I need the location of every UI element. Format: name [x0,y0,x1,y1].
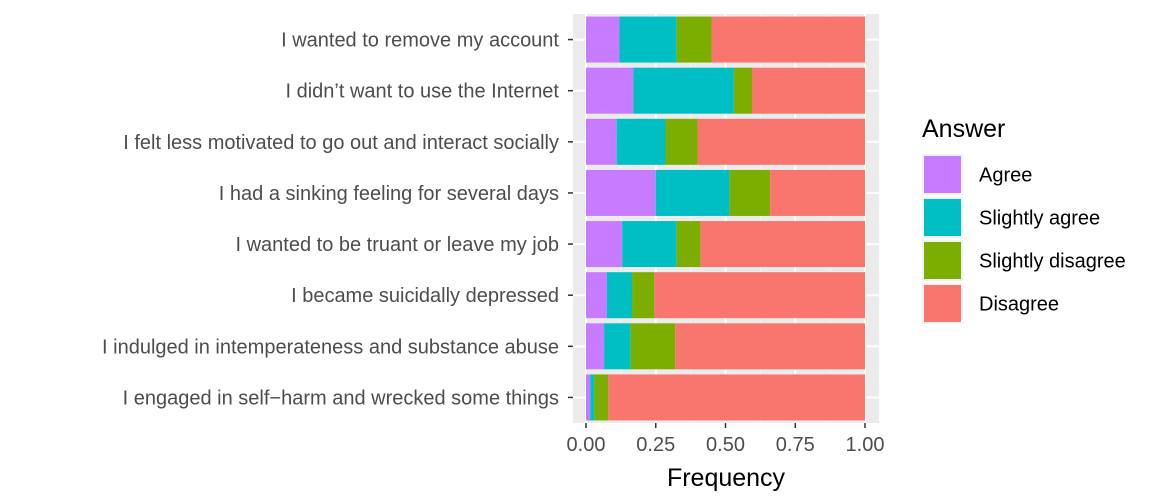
bar-segment-disagree [654,272,865,319]
legend: Answer Agree Slightly agree Slightly disag… [922,115,1126,324]
legend-label: Disagree [979,294,1059,316]
bar-segment-slightly-agree [622,221,677,268]
y-tick-label: I became suicidally depressed [291,285,559,307]
bar-segment-agree [586,16,620,63]
x-tick-label: 0.50 [706,434,745,456]
bar-segment-disagree [711,16,865,63]
bar-segment-slightly-agree [604,323,631,370]
bar-segment-disagree [675,323,865,370]
bar-segment-agree [586,272,607,319]
y-tick-label: I engaged in self−harm and wrecked some … [123,387,559,409]
bar-segment-agree [586,323,605,370]
bar-segment-disagree [697,118,865,165]
y-tick-label: I wanted to remove my account [281,30,559,52]
y-axis: I wanted to remove my account I didn’t wa… [102,30,573,409]
bar-segment-agree [586,169,656,216]
bar-segment-slightly-disagree [676,221,701,268]
bar-segment-slightly-agree [655,169,730,216]
bar-segment-slightly-agree [633,67,734,114]
bar-segment-slightly-disagree [729,169,771,216]
x-tick-label: 0.00 [567,434,606,456]
bar-segment-slightly-disagree [594,374,609,421]
bar-segment-slightly-agree [619,16,677,63]
x-tick-label: 1.00 [846,434,885,456]
x-axis-label: Frequency [667,464,786,492]
legend-label: Slightly disagree [979,251,1126,273]
y-tick-label: I didn’t want to use the Internet [285,81,559,103]
bar-segment-slightly-disagree [733,67,753,114]
bar-segment-slightly-agree [616,118,666,165]
legend-title: Answer [922,115,1005,143]
legend-key-agree [924,156,961,193]
legend-label: Agree [979,165,1032,187]
bar-segment-agree [586,118,617,165]
bar-segment-slightly-disagree [630,323,676,370]
bar-segment-slightly-disagree [665,118,698,165]
bar-segment-agree [586,67,634,114]
x-tick-label: 0.25 [636,434,675,456]
bar-segment-disagree [770,169,865,216]
bar-segment-slightly-agree [606,272,633,319]
y-tick-label: I wanted to be truant or leave my job [235,234,559,256]
x-tick-label: 0.75 [776,434,815,456]
bar-segment-slightly-agree [590,374,595,421]
y-tick-label: I had a sinking feeling for several days [219,183,559,205]
y-tick-label: I felt less motivated to go out and inte… [123,132,559,154]
legend-label: Slightly agree [979,208,1100,230]
legend-key-slightly-agree [924,199,961,236]
bar-segment-agree [586,374,591,421]
y-tick-label: I indulged in intemperateness and substa… [102,336,559,358]
x-axis: 0.00 0.25 0.50 0.75 1.00 [567,423,885,456]
bar-segment-slightly-disagree [676,16,712,63]
bar-segment-disagree [752,67,865,114]
bar-segment-slightly-disagree [632,272,655,319]
bar-segment-disagree [608,374,865,421]
bar-segment-disagree [700,221,865,268]
legend-key-disagree [924,285,961,322]
legend-key-slightly-disagree [924,242,961,279]
bars [586,16,865,421]
bar-segment-agree [586,221,623,268]
